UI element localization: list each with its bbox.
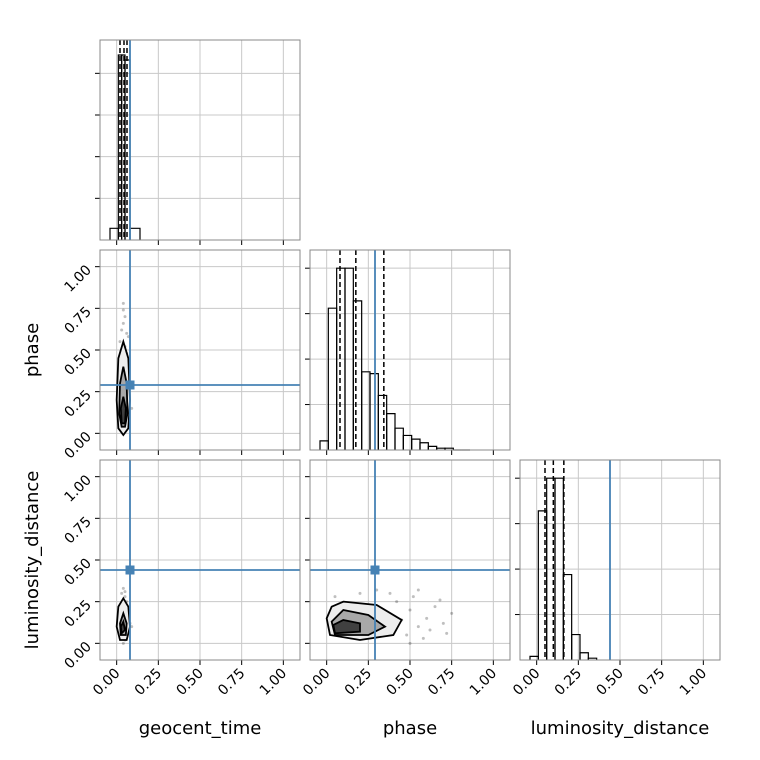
x-tick-label: 0.50 bbox=[173, 666, 206, 699]
sample-point bbox=[130, 625, 134, 629]
histogram-bar bbox=[352, 300, 363, 450]
truth-marker bbox=[125, 380, 135, 390]
x-axis-label: luminosity_distance bbox=[531, 718, 710, 739]
sample-point bbox=[121, 321, 125, 325]
sample-point bbox=[425, 616, 429, 620]
sample-point bbox=[123, 590, 127, 594]
x-axis-label: geocent_time bbox=[139, 718, 262, 739]
contour bbox=[119, 396, 127, 425]
sample-point bbox=[416, 625, 420, 629]
x-tick-label: 0.00 bbox=[300, 666, 333, 699]
y-tick-label: 0.50 bbox=[61, 346, 94, 379]
histogram-bar bbox=[579, 652, 589, 660]
sample-point bbox=[130, 406, 134, 410]
y-tick-label: 0.75 bbox=[61, 304, 94, 337]
sample-point bbox=[416, 588, 420, 592]
histogram-bar bbox=[444, 447, 454, 450]
histogram-bar bbox=[129, 227, 141, 240]
y-tick-label: 1.00 bbox=[61, 262, 94, 295]
sample-point bbox=[118, 340, 122, 344]
histogram-bar bbox=[394, 427, 404, 450]
sample-point bbox=[120, 591, 124, 595]
sample-point bbox=[445, 631, 449, 635]
panel-frame bbox=[519, 459, 721, 661]
y-tick-label: 1.00 bbox=[61, 472, 94, 505]
x-axis-label: phase bbox=[383, 718, 437, 739]
sample-point bbox=[388, 591, 392, 595]
sample-point bbox=[450, 611, 454, 615]
sample-point bbox=[121, 586, 125, 590]
panel-frame bbox=[309, 249, 511, 451]
sample-point bbox=[125, 331, 129, 335]
x-tick-label: 0.25 bbox=[132, 666, 165, 699]
x-tick-label: 0.25 bbox=[552, 666, 585, 699]
sample-point bbox=[121, 308, 125, 312]
histogram-bar bbox=[419, 442, 429, 450]
panel-frame bbox=[99, 39, 301, 241]
histogram-bar bbox=[377, 394, 388, 450]
histogram-bar bbox=[571, 633, 581, 660]
y-tick-label: 0.50 bbox=[61, 556, 94, 589]
sample-point bbox=[121, 641, 125, 645]
sample-point bbox=[405, 633, 409, 637]
panel-frame bbox=[99, 459, 301, 661]
sample-point bbox=[126, 335, 130, 339]
sample-point bbox=[408, 608, 412, 612]
truth-marker bbox=[370, 565, 380, 575]
sample-point bbox=[333, 595, 337, 599]
x-tick-label: 0.00 bbox=[510, 666, 543, 699]
contour bbox=[332, 619, 361, 635]
x-tick-label: 0.50 bbox=[383, 666, 416, 699]
sample-point bbox=[123, 595, 127, 599]
sample-point bbox=[433, 605, 437, 609]
panel-frame bbox=[309, 459, 511, 661]
y-axis-label: luminosity_distance bbox=[22, 471, 43, 650]
x-tick-label: 1.00 bbox=[467, 666, 500, 699]
x-tick-label: 0.50 bbox=[593, 666, 626, 699]
contour bbox=[119, 618, 126, 636]
sample-point bbox=[438, 598, 442, 602]
sample-point bbox=[395, 600, 399, 604]
histogram-bar bbox=[427, 445, 438, 450]
sample-point bbox=[441, 621, 445, 625]
sample-point bbox=[408, 641, 412, 645]
x-tick-label: 1.00 bbox=[257, 666, 290, 699]
sample-point bbox=[358, 591, 362, 595]
y-tick-label: 0.00 bbox=[61, 429, 94, 462]
histogram-bar bbox=[554, 477, 564, 660]
histogram-bar bbox=[562, 573, 573, 660]
histogram-bar bbox=[386, 413, 396, 450]
x-tick-label: 0.75 bbox=[215, 666, 248, 699]
sample-point bbox=[375, 588, 379, 592]
x-tick-label: 1.00 bbox=[677, 666, 710, 699]
y-axis-label: phase bbox=[22, 323, 43, 377]
sample-point bbox=[428, 628, 432, 632]
y-tick-label: 0.75 bbox=[61, 514, 94, 547]
y-tick-label: 0.00 bbox=[61, 639, 94, 672]
y-tick-label: 0.25 bbox=[61, 387, 94, 420]
x-tick-label: 0.75 bbox=[635, 666, 668, 699]
y-tick-label: 0.25 bbox=[61, 597, 94, 630]
histogram-bar bbox=[587, 657, 598, 660]
x-tick-label: 0.00 bbox=[90, 666, 123, 699]
sample-point bbox=[120, 328, 124, 332]
histogram-bar bbox=[327, 307, 338, 450]
sample-point bbox=[123, 315, 127, 319]
sample-point bbox=[411, 595, 415, 599]
x-tick-label: 0.25 bbox=[342, 666, 375, 699]
sample-point bbox=[121, 301, 125, 305]
truth-marker bbox=[125, 565, 135, 575]
x-tick-label: 0.75 bbox=[425, 666, 458, 699]
panel-frame bbox=[99, 249, 301, 451]
histogram-bar bbox=[411, 438, 421, 450]
sample-point bbox=[421, 636, 425, 640]
